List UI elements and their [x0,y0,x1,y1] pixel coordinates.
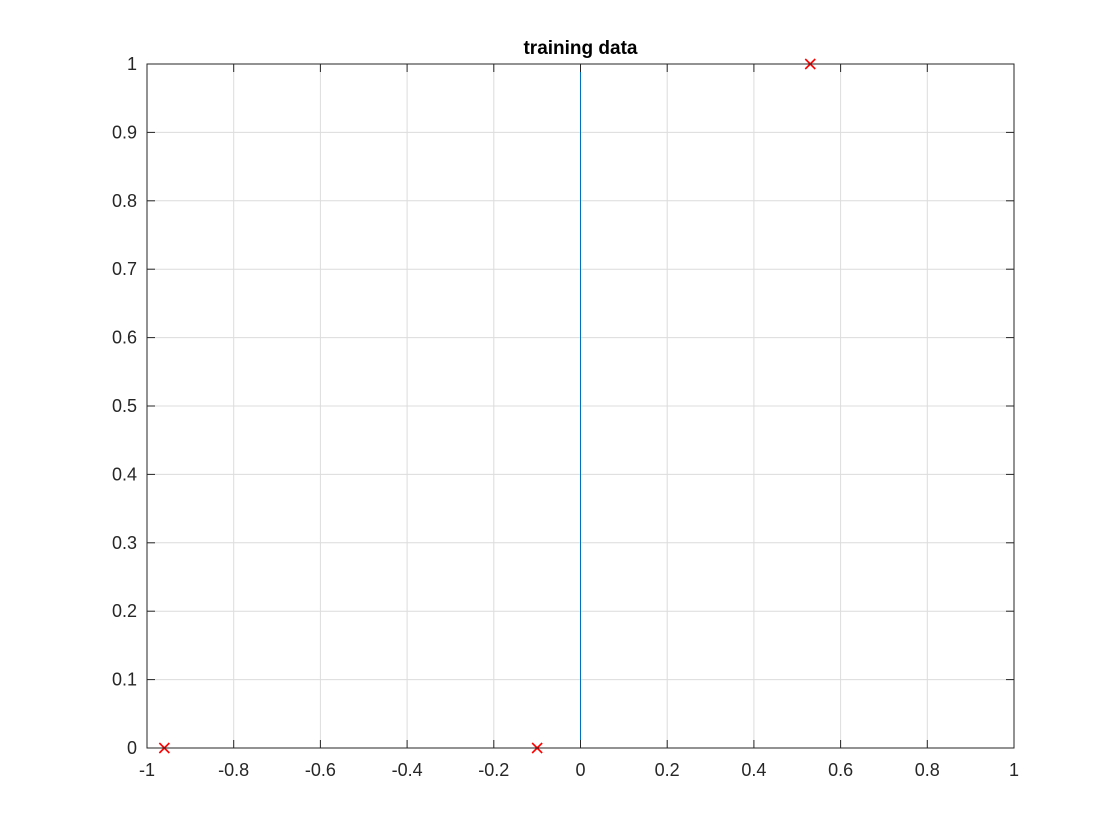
x-tick-label: 0 [575,760,585,780]
y-tick-label: 0.4 [112,464,137,484]
y-tick-label: 0.6 [112,328,137,348]
x-tick-label: -0.4 [392,760,423,780]
x-tick-label: -1 [139,760,155,780]
x-tick-label: -0.2 [478,760,509,780]
y-tick-label: 0.5 [112,396,137,416]
x-tick-label: 0.8 [915,760,940,780]
y-tick-label: 0.1 [112,670,137,690]
x-tick-label: -0.8 [218,760,249,780]
x-tick-label: -0.6 [305,760,336,780]
y-tick-label: 0.7 [112,259,137,279]
y-tick-label: 0.9 [112,122,137,142]
y-axis-tick-labels: 0 0.1 0.2 0.3 0.4 0.5 0.6 0.7 0.8 0.9 1 [112,54,137,758]
x-tick-label: 0.6 [828,760,853,780]
x-axis-tick-labels: -1 -0.8 -0.6 -0.4 -0.2 0 0.2 0.4 0.6 0.8 1 [139,760,1019,780]
x-tick-label: 1 [1009,760,1019,780]
y-tick-label: 0 [127,738,137,758]
x-tick-label: 0.4 [741,760,766,780]
y-tick-label: 0.2 [112,601,137,621]
chart-title: training data [523,38,637,59]
y-tick-label: 0.3 [112,533,137,553]
x-tick-label: 0.2 [655,760,680,780]
axis-ticks [146,63,1015,749]
y-tick-label: 0.8 [112,191,137,211]
y-tick-label: 1 [127,54,137,74]
